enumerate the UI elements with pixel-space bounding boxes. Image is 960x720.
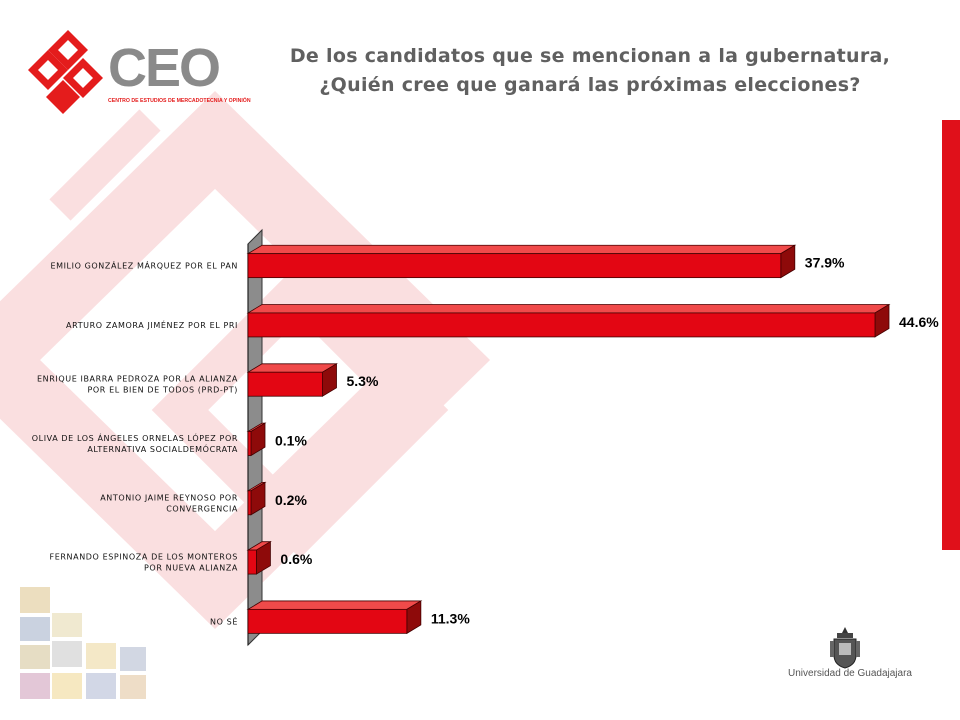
bar-top-face (246, 304, 891, 314)
category-label: EMILIO GONZÁLEZ MÁRQUEZ POR EL PAN (50, 260, 238, 271)
category-label: FERNANDO ESPINOZA DE LOS MONTEROS (50, 553, 238, 562)
category-label: OLIVA DE LOS ÁNGELES ORNELAS LÓPEZ POR (32, 432, 238, 443)
thumbnail-collage (20, 587, 146, 699)
logo-diamond-icon (28, 30, 103, 114)
data-label: 37.9% (805, 255, 845, 271)
category-label: ENRIQUE IBARRA PEDROZA POR LA ALIANZA (37, 375, 238, 384)
accent-red-bar (942, 120, 960, 550)
ceo-logo: CEO CENTRO DE ESTUDIOS DE MERCADOTECNIA … (28, 30, 251, 114)
category-label: ANTONIO JAIME REYNOSO POR (100, 493, 238, 502)
category-label: NO SÉ (210, 615, 238, 626)
data-label: 0.6% (280, 551, 312, 567)
data-label: 0.1% (275, 433, 307, 449)
category-label: POR EL BIEN DE TODOS (PRD-PT) (87, 386, 238, 395)
data-label: 0.2% (275, 492, 307, 508)
university-crest-icon (830, 627, 860, 669)
bar (247, 549, 257, 575)
bar-top-face (246, 600, 423, 610)
bar (247, 253, 782, 279)
logo-subtitle: CENTRO DE ESTUDIOS DE MERCADOTECNIA Y OP… (108, 96, 251, 104)
category-label: ALTERNATIVA SOCIALDEMÓCRATA (87, 443, 238, 454)
category-label: POR NUEVA ALIANZA (144, 564, 238, 573)
university-name: Universidad de Guadajajara (788, 668, 912, 679)
logo-wordmark: CEO (108, 38, 219, 98)
bar (247, 608, 408, 634)
bar (247, 490, 252, 516)
bar (247, 312, 876, 338)
slide-title: De los candidatos que se mencionan a la … (289, 45, 891, 96)
data-label: 5.3% (347, 373, 379, 389)
bar-top-face (246, 244, 797, 255)
data-label: 44.6% (899, 314, 939, 330)
bar (247, 431, 252, 456)
bar-top-face (246, 363, 338, 373)
data-label: 11.3% (431, 610, 470, 626)
category-label: CONVERGENCIA (166, 504, 238, 513)
bar (247, 371, 323, 397)
category-label: ARTURO ZAMORA JIMÉNEZ POR EL PRI (66, 319, 238, 330)
